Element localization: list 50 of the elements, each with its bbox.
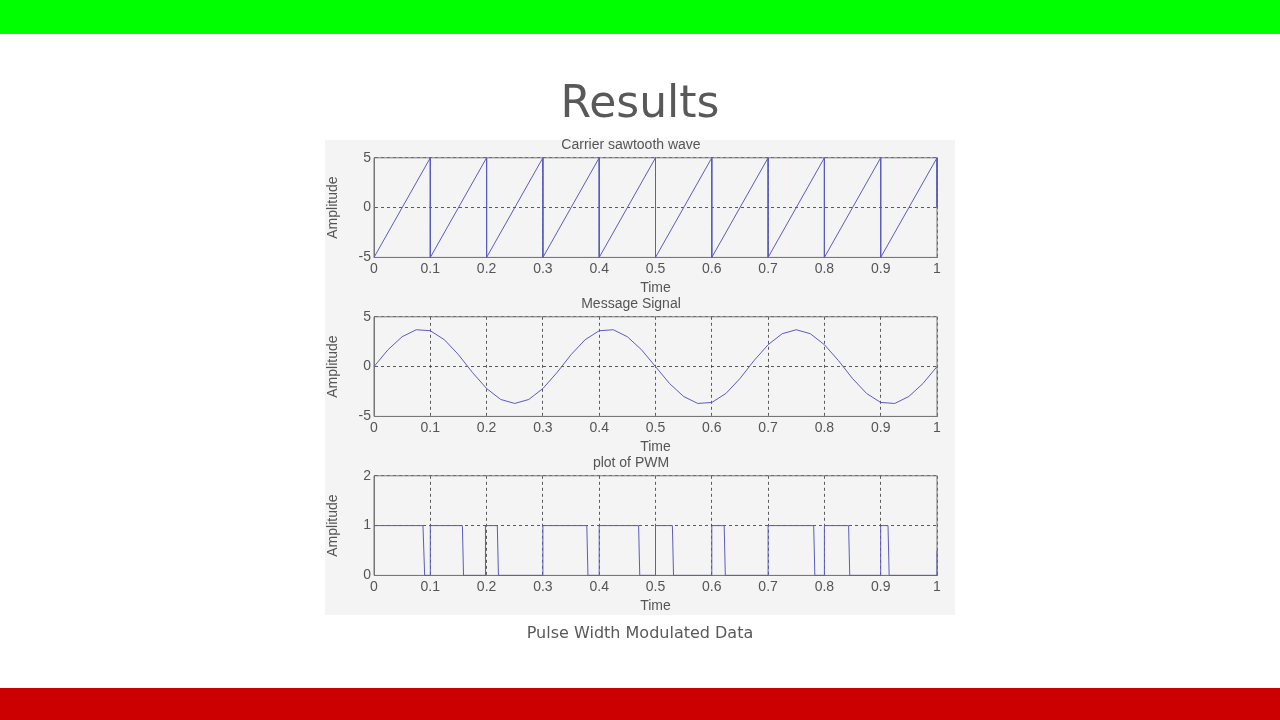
y-tick-label: 5	[363, 148, 372, 165]
x-tick-label: 0.1	[420, 577, 441, 594]
x-tick-label: 0.8	[814, 577, 835, 594]
x-axis-title: Time	[640, 438, 672, 455]
text: Results	[559, 76, 721, 127]
x-tick-label: 0.1	[420, 259, 441, 276]
x-tick-label: 1	[933, 418, 942, 435]
x-tick-label: 0.8	[814, 418, 835, 435]
x-tick-label: 0.4	[589, 418, 610, 435]
x-tick-label: 0.3	[533, 418, 553, 435]
x-tick-label: 0.2	[476, 259, 497, 276]
x-tick-label: 0.5	[645, 259, 666, 276]
x-tick-label: 0.5	[645, 418, 666, 435]
x-tick-label: 0.9	[870, 259, 891, 276]
chart-title: plot of PWM	[592, 454, 670, 471]
x-tick-label: 0.6	[702, 418, 722, 435]
y-tick-label: -5	[358, 248, 372, 265]
y-tick-label: 0	[363, 357, 372, 374]
y-tick-label: 0	[363, 198, 372, 215]
x-tick-label: 0.2	[476, 577, 497, 594]
x-tick-label: 0.7	[758, 418, 779, 435]
chart-title: Carrier sawtooth wave	[561, 136, 701, 153]
x-tick-label: 0.6	[702, 259, 722, 276]
x-tick-label: 0.3	[533, 259, 553, 276]
x-tick-label: 0.9	[870, 577, 891, 594]
x-tick-label: 0.9	[870, 418, 891, 435]
x-tick-label: 0.6	[702, 577, 722, 594]
x-axis-title: Time	[640, 597, 672, 614]
y-axis-title: Amplitude	[324, 335, 341, 398]
y-axis-title: Amplitude	[324, 494, 341, 557]
text: Pulse Width Modulated Data	[525, 623, 755, 642]
x-tick-label: 0.7	[758, 259, 779, 276]
chart-title: Message Signal	[581, 295, 681, 312]
y-tick-label: 1	[363, 516, 372, 533]
y-tick-label: 2	[363, 466, 372, 483]
x-tick-label: 0.7	[758, 577, 779, 594]
x-tick-label: 1	[933, 577, 942, 594]
y-tick-label: 0	[363, 566, 372, 583]
x-axis-title: Time	[640, 279, 672, 296]
x-tick-label: 0.3	[533, 577, 553, 594]
x-tick-label: 0.5	[645, 577, 666, 594]
x-tick-label: 0.2	[476, 418, 497, 435]
x-tick-label: 0.1	[420, 418, 441, 435]
y-axis-title: Amplitude	[324, 176, 341, 239]
y-tick-label: 5	[363, 307, 372, 324]
x-tick-label: 0.8	[814, 259, 835, 276]
x-tick-label: 0.4	[589, 577, 610, 594]
y-tick-label: -5	[358, 407, 372, 424]
x-tick-label: 0.4	[589, 259, 610, 276]
x-tick-label: 1	[933, 259, 942, 276]
